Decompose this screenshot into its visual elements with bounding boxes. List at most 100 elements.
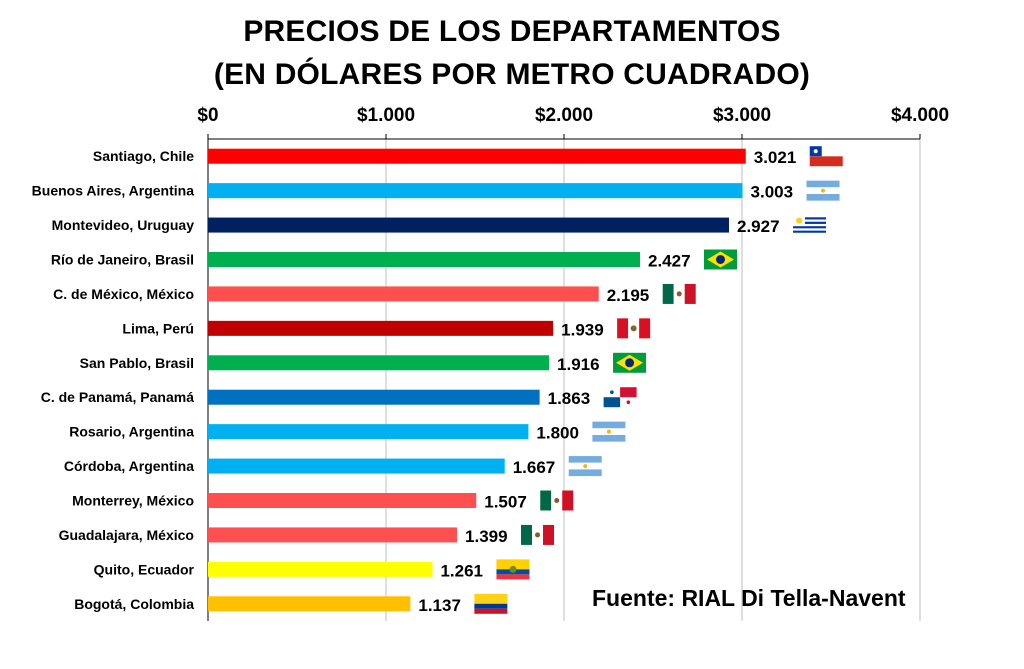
flag-stripe <box>592 434 626 442</box>
bar <box>208 527 458 543</box>
flag-stripe <box>793 232 827 236</box>
flag-stripe <box>793 230 827 233</box>
bar <box>208 458 505 474</box>
brazil-flag-icon <box>613 352 647 373</box>
mexico-flag-icon <box>662 283 696 304</box>
data-label: 1.863 <box>548 389 591 408</box>
flag-stripe <box>793 215 827 218</box>
x-tick-label: $2.000 <box>535 105 593 126</box>
flag-emblem <box>535 532 541 538</box>
bar <box>208 217 730 233</box>
category-label: Quito, Ecuador <box>94 561 195 577</box>
flag-stripe <box>793 228 827 231</box>
bar <box>208 424 529 440</box>
flag-stripe <box>793 217 827 220</box>
category-label: C. de México, México <box>53 286 194 302</box>
data-label: 1.507 <box>484 493 527 512</box>
peru-flag-icon <box>617 318 651 339</box>
data-label: 1.399 <box>465 527 508 546</box>
flag-sun <box>821 188 826 193</box>
source-note: Fuente: RIAL Di Tella-Navent <box>592 585 906 611</box>
data-label: 2.195 <box>607 286 650 305</box>
category-label: Guadalajara, México <box>59 527 194 543</box>
category-label: Santiago, Chile <box>93 148 194 164</box>
flag-emblem <box>630 325 637 332</box>
flag-emblem <box>554 498 560 503</box>
flag-stripe <box>793 219 827 222</box>
flag-stripe <box>809 146 843 157</box>
bar <box>208 286 599 302</box>
bar <box>208 596 411 612</box>
flag-stripe <box>617 318 629 339</box>
flag-quarter <box>620 387 637 398</box>
mexico-flag-icon <box>521 524 555 545</box>
x-tick-label: $0 <box>197 105 218 126</box>
category-label: Buenos Aires, Argentina <box>32 183 195 199</box>
flag-star <box>610 390 614 395</box>
chile-flag-icon <box>809 146 843 167</box>
x-tick-label: $1.000 <box>357 105 415 126</box>
brazil-flag-icon <box>704 249 738 270</box>
flag-stripe <box>474 608 508 614</box>
flag-stripe <box>543 524 555 545</box>
flag-star <box>813 149 818 154</box>
bar <box>208 355 550 371</box>
x-tick-label: $3.000 <box>713 105 771 126</box>
colombia-flag-icon <box>474 593 508 614</box>
flag-emblem <box>509 565 517 573</box>
flag-stripe <box>809 156 843 167</box>
flag-star <box>626 400 631 405</box>
mexico-flag-icon <box>540 490 574 511</box>
panama-flag-icon <box>603 387 637 408</box>
argentina-flag-icon <box>568 456 602 477</box>
flag-globe <box>625 358 635 368</box>
category-label: Montevideo, Uruguay <box>52 217 195 233</box>
category-label: Bogotá, Colombia <box>74 596 194 612</box>
data-label: 1.137 <box>418 596 461 615</box>
bar <box>208 493 477 508</box>
flag-stripe <box>474 603 508 609</box>
flag-stripe <box>540 490 552 511</box>
flag-globe <box>716 255 726 264</box>
data-label: 1.667 <box>513 458 556 477</box>
category-label: Lima, Perú <box>122 320 194 336</box>
category-label: San Pablo, Brasil <box>80 355 194 371</box>
data-label: 2.927 <box>737 217 780 236</box>
flag-stripe <box>568 456 602 463</box>
data-label: 1.939 <box>561 320 604 339</box>
argentina-flag-icon <box>592 421 626 442</box>
data-label: 1.261 <box>440 561 483 580</box>
x-tick-label: $4.000 <box>891 105 949 126</box>
flag-stripe <box>806 180 840 188</box>
chart-title: PRECIOS DE LOS DEPARTAMENTOS <box>243 15 781 48</box>
flag-stripe <box>639 318 651 339</box>
flag-stripe <box>793 226 827 229</box>
category-label: Córdoba, Argentina <box>64 458 194 474</box>
category-label: C. de Panamá, Panamá <box>41 389 195 405</box>
category-label: Monterrey, México <box>72 493 194 509</box>
argentina-flag-icon <box>806 180 840 201</box>
bar <box>208 320 554 336</box>
flag-stripe <box>793 223 827 227</box>
flag-stripe <box>592 421 626 429</box>
flag-stripe <box>496 559 530 570</box>
flag-stripe <box>474 593 508 604</box>
flag-stripe <box>521 524 533 545</box>
flag-emblem <box>676 291 682 297</box>
chart-subtitle: (EN DÓLARES POR METRO CUADRADO) <box>213 58 811 91</box>
data-label: 1.800 <box>536 424 579 443</box>
data-label: 2.427 <box>648 252 691 271</box>
category-label: Rosario, Argentina <box>69 424 194 440</box>
flag-stripe <box>568 469 602 477</box>
bar <box>208 561 433 577</box>
bar <box>208 252 641 267</box>
data-label: 3.003 <box>751 183 794 202</box>
uruguay-flag-icon <box>793 215 827 236</box>
flag-sun <box>606 429 611 434</box>
category-label: Río de Janeiro, Brasil <box>51 252 194 268</box>
flag-stripe <box>684 283 696 304</box>
bar <box>208 148 746 164</box>
ecuador-flag-icon <box>496 559 530 580</box>
flag-quarter <box>603 397 621 408</box>
